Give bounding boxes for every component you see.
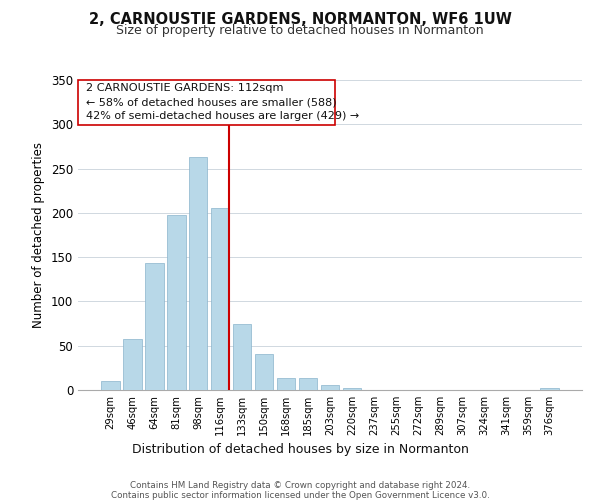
Bar <box>101 381 119 390</box>
Text: ← 58% of detached houses are smaller (588): ← 58% of detached houses are smaller (58… <box>86 97 336 107</box>
Bar <box>255 354 274 390</box>
Bar <box>123 338 142 390</box>
Text: Contains HM Land Registry data © Crown copyright and database right 2024.: Contains HM Land Registry data © Crown c… <box>130 481 470 490</box>
Bar <box>189 157 208 390</box>
Bar <box>343 388 361 390</box>
Bar <box>320 384 340 390</box>
Bar <box>233 324 251 390</box>
Bar <box>145 264 164 390</box>
Text: 2, CARNOUSTIE GARDENS, NORMANTON, WF6 1UW: 2, CARNOUSTIE GARDENS, NORMANTON, WF6 1U… <box>89 12 511 28</box>
FancyBboxPatch shape <box>78 80 335 125</box>
Text: 2 CARNOUSTIE GARDENS: 112sqm: 2 CARNOUSTIE GARDENS: 112sqm <box>86 83 283 93</box>
Text: Contains public sector information licensed under the Open Government Licence v3: Contains public sector information licen… <box>110 491 490 500</box>
Y-axis label: Number of detached properties: Number of detached properties <box>32 142 46 328</box>
Text: 42% of semi-detached houses are larger (429) →: 42% of semi-detached houses are larger (… <box>86 111 359 121</box>
Bar <box>211 208 229 390</box>
Text: Size of property relative to detached houses in Normanton: Size of property relative to detached ho… <box>116 24 484 37</box>
Text: Distribution of detached houses by size in Normanton: Distribution of detached houses by size … <box>131 442 469 456</box>
Bar <box>277 378 295 390</box>
Bar <box>541 388 559 390</box>
Bar <box>167 214 185 390</box>
Bar <box>299 378 317 390</box>
